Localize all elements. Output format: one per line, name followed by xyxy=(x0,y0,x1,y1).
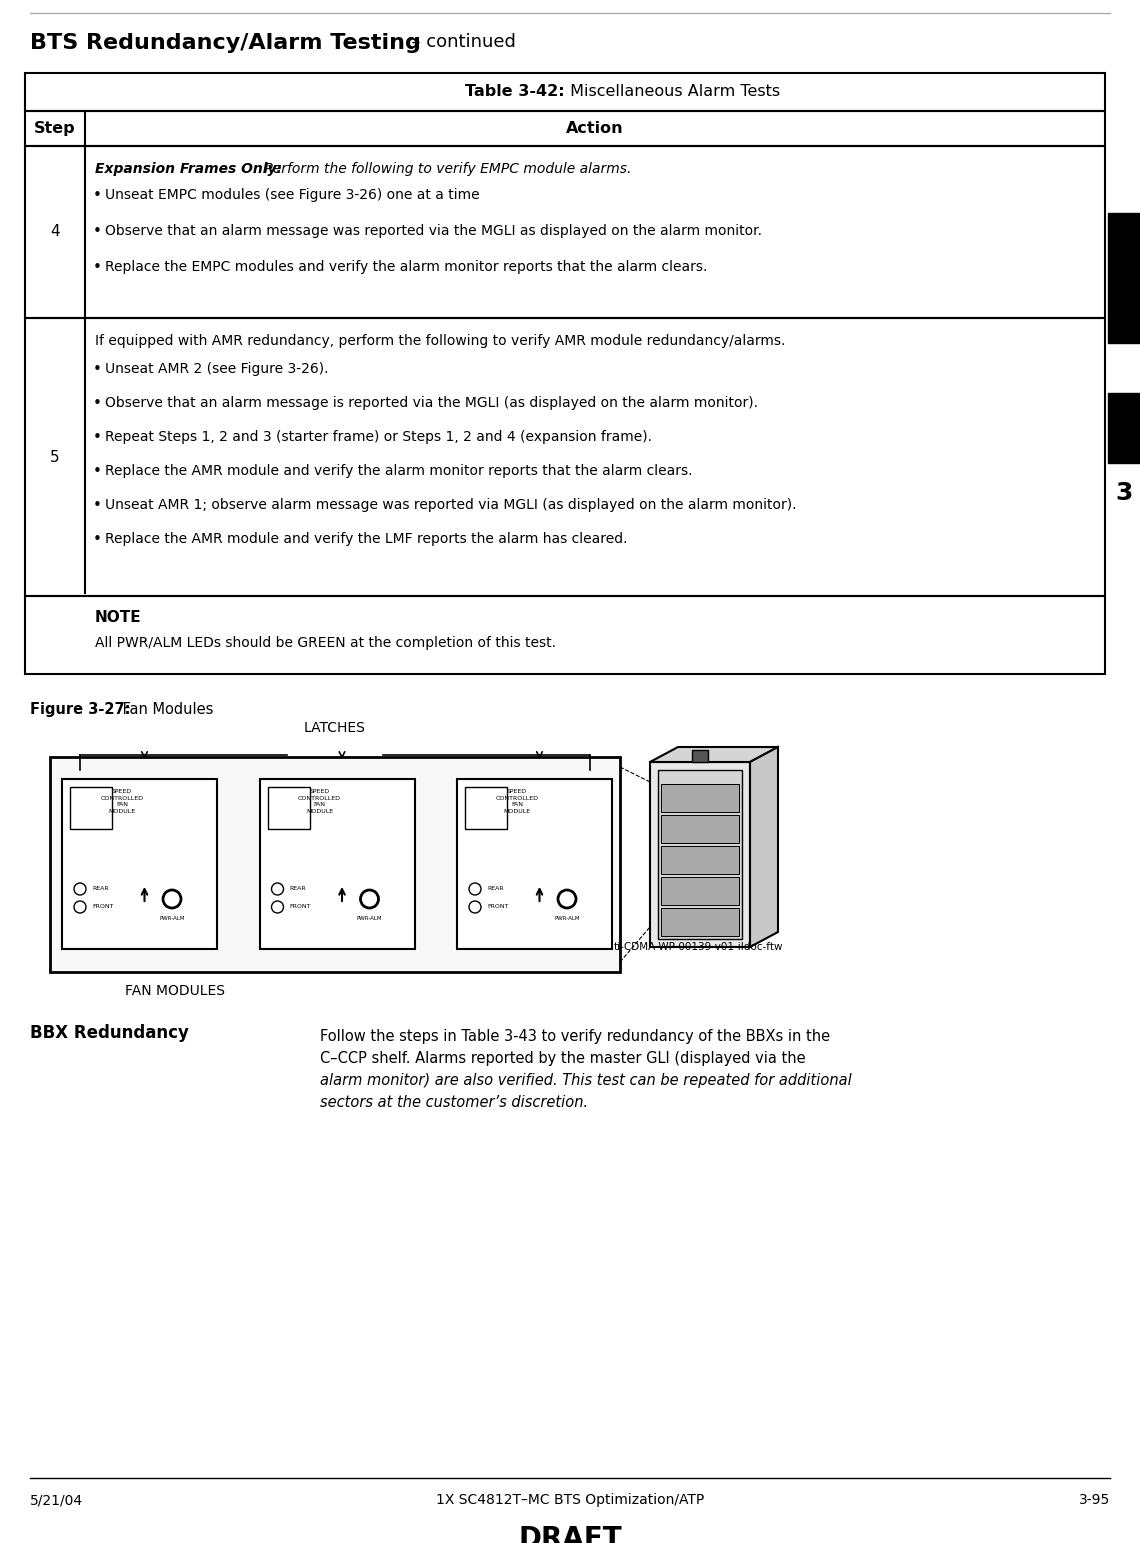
Text: FAN MODULES: FAN MODULES xyxy=(125,984,226,998)
Text: Observe that an alarm message is reported via the MGLI (as displayed on the alar: Observe that an alarm message is reporte… xyxy=(105,397,758,410)
Text: •: • xyxy=(93,532,101,548)
Text: PWR-ALM: PWR-ALM xyxy=(357,917,382,921)
Text: •: • xyxy=(93,188,101,204)
Text: PWR-ALM: PWR-ALM xyxy=(160,917,185,921)
Text: REAR: REAR xyxy=(92,887,108,892)
Text: Perform the following to verify EMPC module alarms.: Perform the following to verify EMPC mod… xyxy=(260,162,632,176)
Text: 5: 5 xyxy=(50,449,59,464)
Text: Figure 3-27:: Figure 3-27: xyxy=(30,702,130,717)
Text: PWR-ALM: PWR-ALM xyxy=(554,917,580,921)
Text: 3-95: 3-95 xyxy=(1078,1494,1110,1508)
Bar xyxy=(25,111,1105,147)
Bar xyxy=(1108,213,1140,343)
Bar xyxy=(25,318,1105,596)
Text: •: • xyxy=(93,397,101,410)
Text: C–CCP shelf. Alarms reported by the master GLI (displayed via the: C–CCP shelf. Alarms reported by the mast… xyxy=(320,1051,806,1066)
Bar xyxy=(70,787,112,829)
Text: BTS Redundancy/Alarm Testing: BTS Redundancy/Alarm Testing xyxy=(30,32,421,52)
Text: ti-CDMA-WP-00139-v01-ildoc-ftw: ti-CDMA-WP-00139-v01-ildoc-ftw xyxy=(613,941,783,952)
Text: REAR: REAR xyxy=(290,887,307,892)
Text: SPEED
CONTROLLED
FAN
MODULE: SPEED CONTROLLED FAN MODULE xyxy=(496,788,538,813)
Bar xyxy=(268,787,309,829)
Bar xyxy=(692,750,708,762)
Text: SPEED
CONTROLLED
FAN
MODULE: SPEED CONTROLLED FAN MODULE xyxy=(100,788,144,813)
Text: Unseat AMR 2 (see Figure 3-26).: Unseat AMR 2 (see Figure 3-26). xyxy=(105,363,328,376)
Text: Step: Step xyxy=(34,120,76,136)
Bar xyxy=(650,762,750,947)
Text: FRONT: FRONT xyxy=(290,904,311,909)
Bar xyxy=(661,907,739,937)
Text: Follow the steps in Table 3-43 to verify redundancy of the BBXs in the: Follow the steps in Table 3-43 to verify… xyxy=(320,1029,830,1045)
Text: REAR: REAR xyxy=(487,887,504,892)
Text: Replace the EMPC modules and verify the alarm monitor reports that the alarm cle: Replace the EMPC modules and verify the … xyxy=(105,261,708,275)
Text: DRAFT: DRAFT xyxy=(519,1524,621,1543)
Bar xyxy=(661,784,739,812)
Text: alarm monitor) are also verified. This test can be repeated for additional: alarm monitor) are also verified. This t… xyxy=(320,1072,852,1088)
Bar xyxy=(50,758,620,972)
Text: 1X SC4812T–MC BTS Optimization/ATP: 1X SC4812T–MC BTS Optimization/ATP xyxy=(435,1494,705,1508)
Text: LATCHES: LATCHES xyxy=(304,721,366,734)
Text: BBX Redundancy: BBX Redundancy xyxy=(30,1025,189,1042)
Bar xyxy=(457,779,612,949)
Text: Action: Action xyxy=(567,120,624,136)
Text: Miscellaneous Alarm Tests: Miscellaneous Alarm Tests xyxy=(565,85,780,99)
Bar xyxy=(661,815,739,842)
Bar xyxy=(661,876,739,906)
Bar xyxy=(25,73,1105,111)
Text: •: • xyxy=(93,498,101,512)
Text: If equipped with AMR redundancy, perform the following to verify AMR module redu: If equipped with AMR redundancy, perform… xyxy=(95,333,785,349)
Text: 3: 3 xyxy=(1115,481,1133,505)
Bar xyxy=(25,596,1105,674)
Text: Unseat EMPC modules (see Figure 3-26) one at a time: Unseat EMPC modules (see Figure 3-26) on… xyxy=(105,188,480,202)
Bar xyxy=(1108,393,1140,463)
Text: 5/21/04: 5/21/04 xyxy=(30,1494,83,1508)
Bar xyxy=(465,787,507,829)
Text: Unseat AMR 1; observe alarm message was reported via MGLI (as displayed on the a: Unseat AMR 1; observe alarm message was … xyxy=(105,498,797,512)
Text: FRONT: FRONT xyxy=(487,904,508,909)
Text: Fan Modules: Fan Modules xyxy=(119,702,213,717)
Polygon shape xyxy=(750,747,777,947)
Text: Replace the AMR module and verify the alarm monitor reports that the alarm clear: Replace the AMR module and verify the al… xyxy=(105,464,692,478)
Text: •: • xyxy=(93,224,101,239)
Bar xyxy=(260,779,415,949)
Text: •: • xyxy=(93,363,101,376)
Text: FRONT: FRONT xyxy=(92,904,114,909)
Text: Repeat Steps 1, 2 and 3 (starter frame) or Steps 1, 2 and 4 (expansion frame).: Repeat Steps 1, 2 and 3 (starter frame) … xyxy=(105,430,652,444)
Text: All PWR/ALM LEDs should be GREEN at the completion of this test.: All PWR/ALM LEDs should be GREEN at the … xyxy=(95,636,556,650)
Text: •: • xyxy=(93,464,101,478)
Bar xyxy=(661,846,739,873)
Bar xyxy=(658,770,742,940)
Text: – continued: – continued xyxy=(400,32,516,51)
Text: •: • xyxy=(93,261,101,275)
Text: •: • xyxy=(93,430,101,444)
Bar xyxy=(25,147,1105,318)
Polygon shape xyxy=(650,747,777,762)
Text: sectors at the customer’s discretion.: sectors at the customer’s discretion. xyxy=(320,1096,588,1109)
Text: SPEED
CONTROLLED
FAN
MODULE: SPEED CONTROLLED FAN MODULE xyxy=(298,788,341,813)
Text: 4: 4 xyxy=(50,224,59,239)
Text: Replace the AMR module and verify the LMF reports the alarm has cleared.: Replace the AMR module and verify the LM… xyxy=(105,532,627,546)
Text: Table 3-42:: Table 3-42: xyxy=(465,85,565,99)
Bar xyxy=(62,779,217,949)
Text: Observe that an alarm message was reported via the MGLI as displayed on the alar: Observe that an alarm message was report… xyxy=(105,224,762,238)
Text: Expansion Frames Only:: Expansion Frames Only: xyxy=(95,162,282,176)
Text: NOTE: NOTE xyxy=(95,609,141,625)
